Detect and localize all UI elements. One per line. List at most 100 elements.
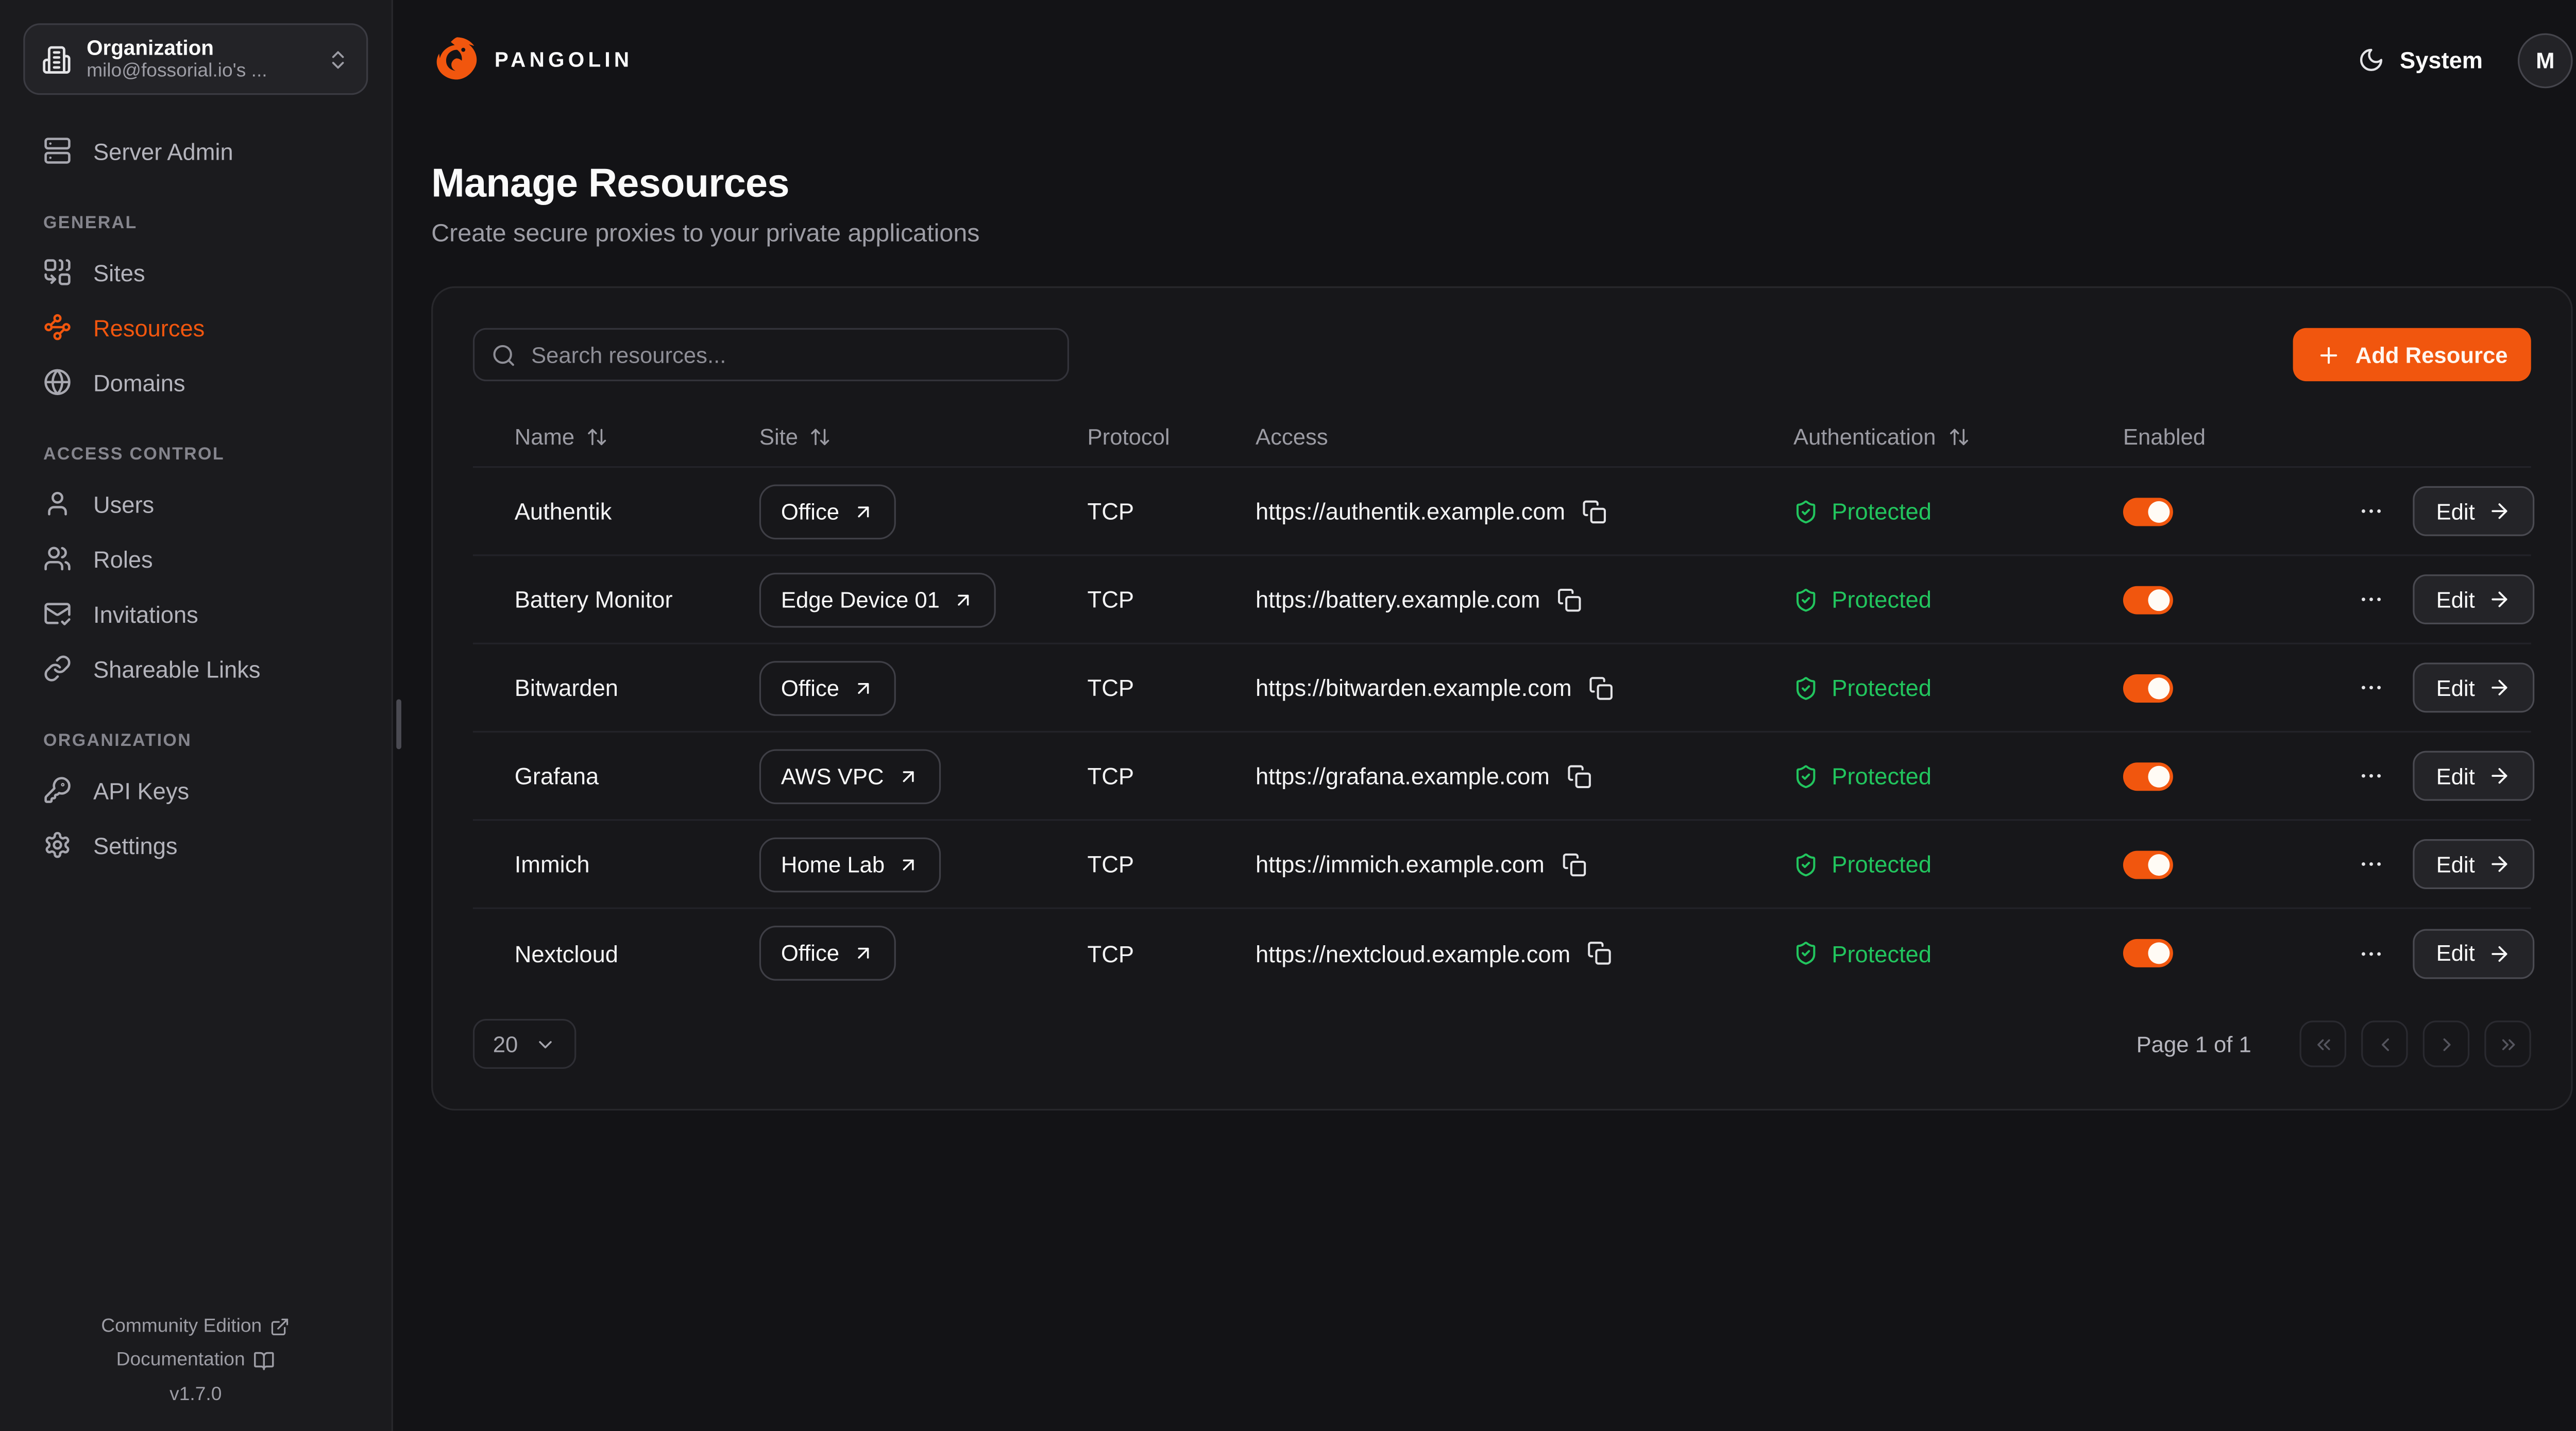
table-row: Nextcloud Office TCP https://nextcloud.e… (473, 909, 2535, 997)
avatar[interactable]: M (2517, 32, 2573, 88)
edit-button[interactable]: Edit (2413, 662, 2535, 713)
waypoints-icon (43, 313, 72, 342)
site-link-button[interactable]: Office (759, 660, 896, 716)
copy-url-button[interactable] (1587, 941, 1612, 965)
ellipsis-icon (2358, 498, 2385, 524)
column-header-enabled: Enabled (2123, 424, 2358, 449)
topbar: PANGOLIN System M (431, 0, 2573, 120)
column-label: Enabled (2123, 423, 2206, 449)
column-header-access: Access (1256, 424, 1793, 449)
site-link-button[interactable]: AWS VPC (759, 748, 941, 804)
edit-label: Edit (2436, 675, 2475, 701)
site-name: Office (781, 941, 840, 966)
row-menu-button[interactable] (2358, 674, 2385, 701)
row-menu-button[interactable] (2358, 586, 2385, 613)
copy-url-button[interactable] (1557, 587, 1582, 611)
ellipsis-icon (2358, 940, 2385, 967)
enabled-toggle[interactable] (2123, 673, 2173, 702)
sidebar-resize-handle[interactable] (396, 699, 401, 749)
row-menu-button[interactable] (2358, 498, 2385, 524)
org-switcher[interactable]: Organization milo@fossorial.io's ... (23, 23, 368, 95)
site-name: Home Lab (781, 851, 885, 877)
documentation-link[interactable]: Documentation (116, 1350, 275, 1371)
page-title: Manage Resources (431, 161, 789, 207)
sidebar-item-domains[interactable]: Domains (23, 354, 368, 410)
sidebar-item-label: Domains (93, 368, 185, 396)
access-url: https://immich.example.com (1256, 850, 1545, 878)
row-menu-button[interactable] (2358, 762, 2385, 789)
enabled-toggle[interactable] (2123, 497, 2173, 525)
site-link-button[interactable]: Home Lab (759, 837, 942, 892)
column-header-name[interactable]: Name (515, 424, 759, 449)
last-page-button[interactable] (2484, 1020, 2531, 1067)
community-edition-link[interactable]: Community Edition (101, 1316, 290, 1336)
resource-name: Bitwarden (514, 674, 618, 701)
edit-button[interactable]: Edit (2413, 751, 2535, 801)
row-menu-button[interactable] (2358, 851, 2385, 878)
arrow-up-right-icon (858, 682, 869, 693)
sidebar-item-roles[interactable]: Roles (23, 531, 368, 586)
user-icon (43, 489, 72, 518)
add-resource-button[interactable]: Add Resource (2294, 328, 2531, 382)
sidebar-item-server-admin[interactable]: Server Admin (23, 123, 368, 178)
sidebar-item-invitations[interactable]: Invitations (23, 586, 368, 641)
sidebar-item-resources[interactable]: Resources (23, 300, 368, 355)
edit-button[interactable]: Edit (2413, 486, 2535, 536)
site-link-button[interactable]: Office (759, 483, 896, 539)
search-input[interactable] (531, 342, 1051, 367)
arrow-up-right-icon (858, 505, 869, 517)
edit-button[interactable]: Edit (2413, 574, 2535, 625)
sidebar-item-shareable-links[interactable]: Shareable Links (23, 641, 368, 696)
protocol-cell: TCP (1087, 762, 1134, 790)
community-edition-label: Community Edition (101, 1316, 262, 1337)
column-header-site[interactable]: Site (759, 424, 1088, 449)
resource-name: Immich (514, 850, 590, 878)
copy-url-button[interactable] (1561, 851, 1586, 876)
brand-logo[interactable]: PANGOLIN (431, 35, 633, 85)
first-page-button[interactable] (2299, 1020, 2347, 1067)
column-header-authentication[interactable]: Authentication (1793, 424, 2123, 449)
sidebar-item-sites[interactable]: Sites (23, 245, 368, 300)
globe-icon (43, 368, 72, 396)
sidebar-item-users[interactable]: Users (23, 476, 368, 531)
page-size-select[interactable]: 20 (472, 1019, 577, 1069)
protocol-cell: TCP (1087, 498, 1134, 525)
edit-button[interactable]: Edit (2413, 839, 2535, 889)
ellipsis-icon (2358, 851, 2385, 878)
enabled-toggle[interactable] (2123, 939, 2173, 967)
arrow-right-icon (2492, 768, 2508, 784)
building-icon (42, 44, 72, 74)
next-page-button[interactable] (2422, 1020, 2470, 1067)
page-status: Page 1 of 1 (2136, 1031, 2251, 1057)
sidebar-nav: Server Admin GENERAL Sites Resources Dom… (23, 123, 368, 872)
site-link-button[interactable]: Edge Device 01 (759, 572, 996, 627)
sidebar-item-settings[interactable]: Settings (23, 817, 368, 873)
enabled-toggle[interactable] (2123, 585, 2173, 614)
copy-url-button[interactable] (1582, 499, 1606, 523)
sidebar-item-label: Invitations (93, 600, 198, 627)
row-menu-button[interactable] (2358, 940, 2385, 967)
enabled-toggle[interactable] (2123, 849, 2173, 878)
plus-icon (2317, 342, 2342, 367)
copy-url-button[interactable] (1566, 763, 1591, 788)
edit-button[interactable]: Edit (2413, 928, 2535, 978)
enabled-toggle[interactable] (2123, 761, 2173, 790)
shield-check-icon (1793, 941, 1818, 965)
table-row: Immich Home Lab TCP https://immich.examp… (472, 821, 2535, 909)
sidebar-item-api-keys[interactable]: API Keys (23, 762, 368, 817)
shield-check-icon (1793, 587, 1818, 611)
sidebar-item-label: API Keys (93, 776, 190, 804)
toolbar: Add Resource (472, 328, 2531, 382)
chevron-down-icon (539, 1040, 552, 1048)
mail-check-icon (43, 600, 72, 628)
theme-toggle[interactable]: System (2358, 46, 2483, 73)
prev-page-button[interactable] (2361, 1020, 2408, 1067)
search-box (472, 328, 1070, 382)
moon-icon (2358, 46, 2385, 73)
shield-check-icon (1793, 675, 1818, 700)
site-link-button[interactable]: Office (759, 926, 896, 981)
chevrons-up-down-icon (332, 50, 344, 68)
site-name: AWS VPC (781, 763, 884, 789)
copy-url-button[interactable] (1588, 675, 1613, 700)
